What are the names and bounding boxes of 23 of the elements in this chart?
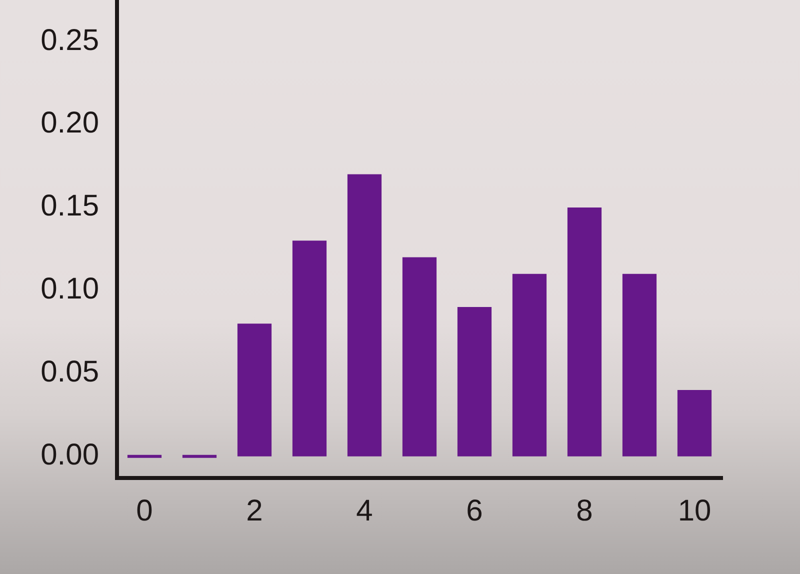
x-tick-label: 0	[136, 494, 153, 528]
bar	[182, 454, 217, 458]
x-tick-label: 4	[356, 494, 373, 528]
bar	[677, 390, 712, 456]
bar	[237, 324, 272, 456]
y-tick-label: 0.25	[40, 24, 99, 57]
y-tick-label: 0.10	[40, 272, 99, 306]
x-tick-label: 10	[678, 494, 712, 528]
bar	[567, 207, 602, 456]
bar	[347, 174, 382, 456]
x-tick-label: 8	[576, 494, 593, 528]
x-tick-label: 6	[466, 494, 483, 528]
bar	[622, 274, 657, 456]
bar	[127, 454, 162, 458]
y-tick-label: 0.00	[40, 438, 99, 472]
bar	[292, 240, 327, 456]
bar	[457, 307, 492, 456]
x-tick-label: 2	[246, 494, 263, 528]
bar	[512, 274, 547, 456]
y-tick-label: 0.05	[40, 356, 99, 389]
y-tick-label: 0.20	[40, 106, 99, 140]
bar	[402, 257, 437, 456]
y-tick-label: 0.15	[40, 190, 99, 223]
